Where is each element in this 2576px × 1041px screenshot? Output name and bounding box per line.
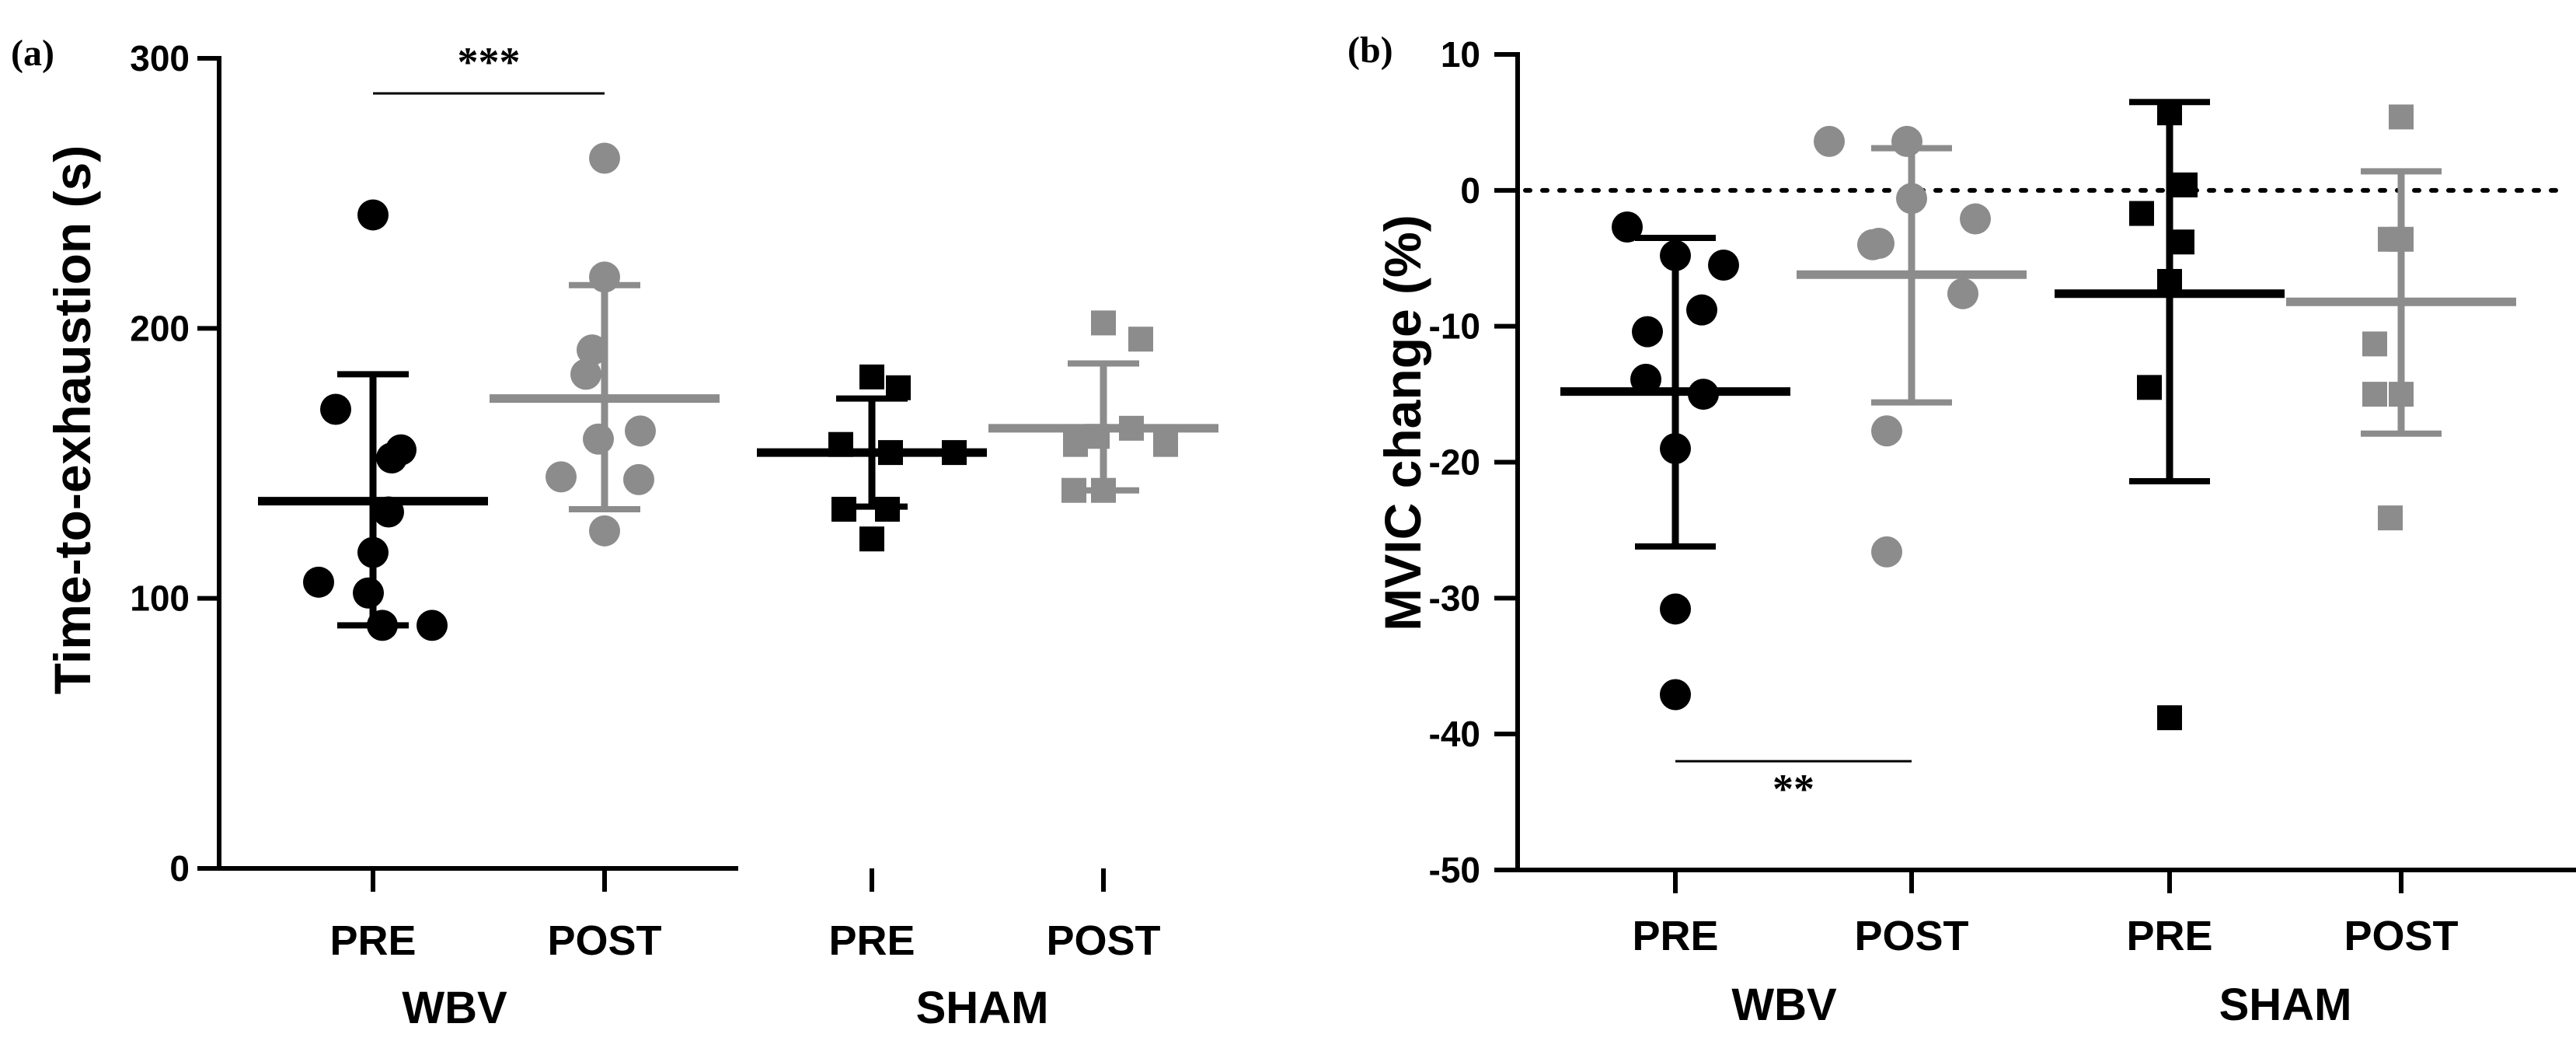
y-tick-label: 200 xyxy=(130,308,190,348)
data-point xyxy=(1891,125,1922,157)
data-point xyxy=(2157,705,2182,731)
x-category-label: POST xyxy=(2344,913,2458,959)
y-tick-label: 300 xyxy=(130,38,190,79)
y-tick-label: 0 xyxy=(169,848,190,889)
data-point xyxy=(1814,125,1845,157)
data-point xyxy=(1708,249,1739,281)
x-category-label: PRE xyxy=(1632,913,1718,959)
data-point xyxy=(570,358,601,390)
data-point xyxy=(357,199,389,231)
y-tick-label: -20 xyxy=(1429,442,1480,483)
data-point xyxy=(1612,211,1643,243)
data-point xyxy=(2389,104,2414,130)
data-point xyxy=(353,577,384,609)
panel-label: (a) xyxy=(11,33,54,74)
y-axis-title: Time-to-exhaustion (s) xyxy=(44,145,101,695)
y-tick-label: -50 xyxy=(1429,850,1480,890)
data-point xyxy=(831,497,856,522)
x-group-label: WBV xyxy=(1731,980,1837,1030)
significance-label: ** xyxy=(1773,766,1814,812)
data-point xyxy=(2362,382,2387,407)
panel-b-chart: (b) MVIC change (%) 10 0 -10 -20 -30 -40 -50 PRE P… xyxy=(1347,30,2576,1030)
data-point xyxy=(1632,316,1663,348)
data-point xyxy=(1153,431,1178,457)
data-point xyxy=(859,364,884,390)
y-tick-label: 100 xyxy=(130,578,190,619)
data-point xyxy=(625,415,656,447)
data-point xyxy=(367,610,398,641)
data-point xyxy=(1960,203,1991,235)
y-tick-label: -40 xyxy=(1429,714,1480,754)
data-point xyxy=(320,393,351,425)
data-point xyxy=(1063,431,1088,457)
data-point xyxy=(1857,229,1888,260)
data-point xyxy=(623,463,654,495)
y-axis-title: MVIC change (%) xyxy=(1374,215,1431,631)
data-point xyxy=(1128,327,1153,352)
data-point xyxy=(875,497,900,522)
data-point xyxy=(376,442,407,474)
data-point xyxy=(1660,239,1691,271)
data-point xyxy=(1660,593,1691,625)
data-point xyxy=(2137,375,2162,400)
y-tick-label: 10 xyxy=(1441,34,1480,75)
data-point xyxy=(1947,278,1978,309)
data-point xyxy=(589,261,620,293)
data-point xyxy=(589,515,620,547)
data-point xyxy=(2389,382,2414,407)
data-point xyxy=(583,423,614,455)
significance-label: *** xyxy=(458,39,521,86)
data-point xyxy=(2378,505,2403,531)
data-point xyxy=(546,461,577,493)
data-point xyxy=(2157,100,2182,126)
data-point xyxy=(2362,331,2387,357)
data-point xyxy=(2173,172,2198,197)
x-category-label: POST xyxy=(1046,917,1160,964)
data-point xyxy=(1686,294,1717,326)
data-point xyxy=(1660,679,1691,711)
x-category-label: POST xyxy=(1854,913,1968,959)
data-point xyxy=(417,610,448,641)
y-tick-label: -30 xyxy=(1429,578,1480,618)
data-point xyxy=(1061,477,1086,503)
x-category-label: POST xyxy=(547,917,661,964)
panel-a-chart: (a) Time-to-exhaustion (s) 0 100 200 300 PRE PO… xyxy=(11,33,1218,1033)
data-point xyxy=(1871,415,1902,447)
data-point xyxy=(1660,433,1691,465)
data-point xyxy=(1871,536,1902,568)
data-point xyxy=(1091,310,1116,336)
panel-label: (b) xyxy=(1347,30,1393,71)
data-point xyxy=(357,536,389,568)
data-point xyxy=(1630,363,1661,395)
data-point xyxy=(2129,201,2154,226)
data-point xyxy=(577,334,608,366)
data-point xyxy=(1896,183,1927,215)
data-point xyxy=(2378,226,2403,252)
x-category-label: PRE xyxy=(329,917,416,964)
y-tick-label: -10 xyxy=(1429,306,1480,347)
x-category-label: PRE xyxy=(828,917,915,964)
data-point xyxy=(303,566,334,598)
data-point xyxy=(886,375,911,400)
x-group-label: SHAM xyxy=(2219,980,2352,1030)
data-point xyxy=(2170,229,2194,255)
x-group-label: WBV xyxy=(402,983,507,1033)
y-tick-label: 0 xyxy=(1460,170,1480,211)
x-category-label: PRE xyxy=(2126,913,2212,959)
data-point xyxy=(589,142,620,174)
data-point xyxy=(1091,477,1116,503)
data-point xyxy=(859,526,884,552)
x-group-label: SHAM xyxy=(916,983,1049,1033)
